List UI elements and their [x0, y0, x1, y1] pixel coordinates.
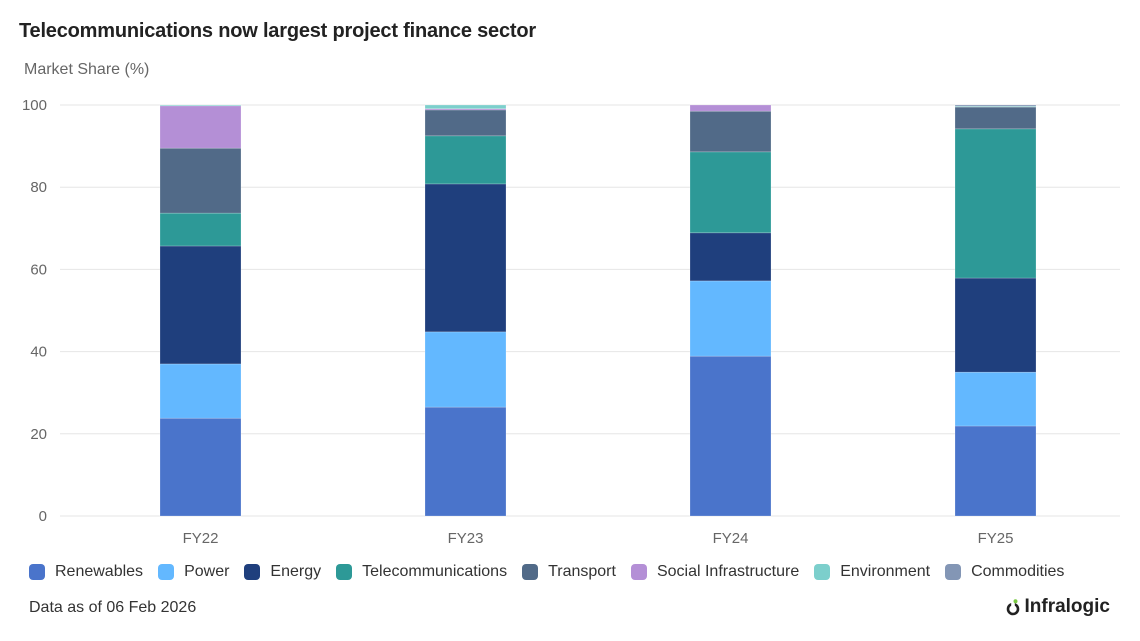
x-tick-label: FY24 — [713, 530, 749, 547]
bar-segment-telecommunications[interactable] — [159, 212, 242, 247]
bar-segment-commodities[interactable] — [954, 104, 1037, 107]
x-tick-label: FY23 — [448, 530, 484, 547]
bars — [159, 104, 1037, 517]
bar-segment-energy[interactable] — [954, 277, 1037, 373]
bar-segment-power[interactable] — [689, 280, 772, 357]
legend-item-energy[interactable]: Energy — [244, 563, 321, 581]
brand-name: Infralogic — [1024, 596, 1110, 617]
legend-swatch — [244, 564, 261, 580]
legend-swatch — [630, 564, 647, 580]
bar-stack-fy22 — [159, 104, 242, 517]
bar-segment-energy[interactable] — [424, 183, 507, 333]
bar-segment-transport[interactable] — [954, 106, 1037, 130]
bar-segment-social-infrastructure[interactable] — [159, 105, 242, 149]
y-axis-label: Market Share (%) — [24, 61, 150, 78]
y-axis-ticks: 0 20 40 60 80 100 — [22, 97, 47, 525]
legend-swatch — [814, 564, 831, 580]
bar-segment-telecommunications[interactable] — [954, 128, 1037, 279]
stacked-bar-chart: 0 20 40 60 80 100 FY22 FY23 FY24 FY25 — [22, 97, 1120, 547]
legend-item-renewables[interactable]: Renewables — [29, 563, 143, 581]
legend-label: Telecommunications — [362, 563, 508, 580]
legend-label: Environment — [840, 563, 931, 580]
legend-item-social-infrastructure[interactable]: Social Infrastructure — [630, 563, 800, 581]
y-tick-label: 0 — [39, 508, 47, 525]
bar-segment-power[interactable] — [159, 363, 242, 419]
legend-label: Commodities — [971, 563, 1065, 580]
bar-stack-fy24 — [689, 104, 772, 517]
legend: Renewables Power Energy Telecommunications T… — [29, 563, 1079, 581]
brand-logo: Infralogic — [1006, 596, 1110, 618]
legend-item-environment[interactable]: Environment — [814, 563, 930, 581]
legend-label: Power — [184, 563, 230, 580]
x-tick-label: FY22 — [183, 530, 219, 547]
bar-segment-power[interactable] — [424, 331, 507, 408]
legend-item-telecommunications[interactable]: Telecommunications — [336, 563, 507, 581]
infralogic-logo-icon — [1006, 599, 1020, 616]
bar-stack-fy25 — [954, 104, 1037, 517]
legend-swatch — [522, 564, 539, 580]
bar-segment-power[interactable] — [954, 371, 1037, 427]
bar-segment-energy[interactable] — [159, 245, 242, 365]
legend-swatch — [945, 564, 962, 580]
bar-stack-fy23 — [424, 104, 507, 517]
y-tick-label: 20 — [30, 426, 47, 443]
bar-segment-social-infrastructure[interactable] — [689, 104, 772, 112]
y-tick-label: 60 — [30, 261, 47, 278]
legend-label: Energy — [270, 563, 322, 580]
y-tick-label: 40 — [30, 344, 47, 361]
bar-segment-transport[interactable] — [159, 147, 242, 214]
y-tick-label: 100 — [22, 97, 47, 114]
x-axis-ticks: FY22 FY23 FY24 FY25 — [183, 530, 1014, 547]
bar-segment-telecommunications[interactable] — [424, 135, 507, 185]
bar-segment-renewables[interactable] — [689, 355, 772, 517]
legend-item-power[interactable]: Power — [158, 563, 229, 581]
legend-swatch — [336, 564, 353, 580]
bar-segment-renewables[interactable] — [954, 425, 1037, 517]
x-tick-label: FY25 — [978, 530, 1014, 547]
y-tick-label: 80 — [30, 179, 47, 196]
chart-title: Telecommunications now largest project f… — [19, 20, 536, 42]
bar-segment-transport[interactable] — [689, 110, 772, 153]
bar-segment-energy[interactable] — [689, 232, 772, 282]
bar-segment-transport[interactable] — [424, 109, 507, 137]
legend-swatch — [29, 564, 45, 580]
legend-label: Transport — [548, 563, 616, 580]
bar-segment-environment[interactable] — [424, 104, 507, 109]
bar-segment-renewables[interactable] — [159, 417, 242, 517]
bar-segment-environment[interactable] — [159, 104, 242, 107]
legend-label: Renewables — [55, 563, 144, 580]
legend-swatch — [158, 564, 175, 580]
legend-item-transport[interactable]: Transport — [522, 563, 616, 581]
legend-label: Social Infrastructure — [656, 563, 800, 580]
bar-segment-renewables[interactable] — [424, 406, 507, 517]
legend-item-commodities[interactable]: Commodities — [945, 563, 1064, 581]
data-date-note: Data as of 06 Feb 2026 — [29, 599, 197, 616]
bar-segment-telecommunications[interactable] — [689, 151, 772, 234]
